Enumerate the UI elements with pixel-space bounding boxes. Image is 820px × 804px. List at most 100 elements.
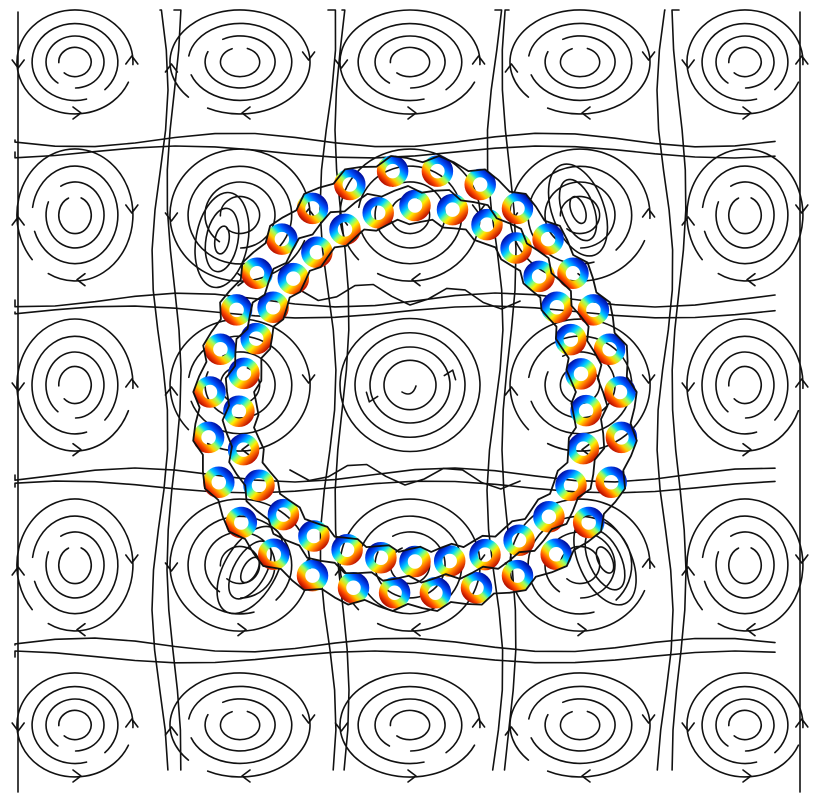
torus-ring: [421, 155, 454, 187]
torus-ring: [298, 520, 330, 552]
torus-ring: [192, 421, 225, 454]
ring-chain-outline: [192, 155, 638, 612]
streamline: [213, 225, 231, 255]
flow-arrow: [504, 63, 519, 73]
streamline: [715, 181, 775, 249]
chain-contour: [221, 185, 609, 584]
flow-arrow: [241, 442, 251, 457]
torus-ring: [501, 192, 534, 225]
streamline: [194, 191, 250, 289]
torus-ring: [228, 357, 260, 390]
streamline: [339, 498, 481, 632]
streamline: [558, 178, 598, 242]
flow-arrow: [641, 714, 656, 724]
streamline: [686, 9, 804, 115]
streamline: [595, 546, 615, 574]
flow-arrow: [407, 106, 417, 120]
torus-ring: [337, 571, 370, 604]
streamline: [169, 9, 311, 115]
flow-arrow: [411, 622, 421, 637]
streamline: [728, 197, 762, 235]
streamline: [701, 685, 789, 765]
flow-arrow: [76, 622, 86, 637]
flow-arrow: [164, 726, 179, 736]
vortex-cell-4-5: [681, 498, 809, 637]
torus-ring: [194, 376, 226, 408]
separatrix-vertical: [151, 9, 169, 771]
separatrix-horizontal: [14, 650, 776, 664]
flow-arrow: [641, 208, 656, 218]
flow-arrow: [577, 622, 587, 637]
streamline: [45, 181, 105, 249]
vortex-cell-5-5: [681, 672, 809, 783]
inner-flow-line: [289, 463, 521, 490]
vortex-cell-1-1: [11, 9, 139, 120]
streamline: [573, 514, 637, 606]
streamline: [219, 47, 261, 78]
streamline: [369, 346, 451, 424]
streamline: [374, 698, 446, 752]
streamline: [357, 22, 463, 102]
streamline: [58, 547, 92, 585]
vortex-cell-5-2: [164, 672, 316, 783]
flow-arrow: [72, 106, 82, 120]
vortex-cell-center: [339, 317, 481, 453]
flow-arrow: [125, 378, 139, 388]
streamline: [527, 165, 633, 265]
flow-arrow: [795, 718, 809, 728]
torus-ring: [399, 189, 431, 222]
separatrix-vertical: [671, 9, 687, 771]
flow-arrow: [681, 382, 695, 392]
streamline: [528, 22, 633, 102]
separatrix-vertical: [334, 9, 350, 771]
torus-ring: [570, 394, 602, 427]
streamline: [701, 335, 789, 435]
torus-ring: [533, 501, 565, 533]
separatrix-vertical: [166, 9, 182, 771]
streamline: [569, 195, 587, 225]
vortex-cell-1-2: [164, 9, 316, 120]
flow-arrow: [746, 622, 756, 637]
streamline: [727, 709, 762, 741]
torus-ring: [301, 236, 333, 268]
torus-ring: [460, 571, 493, 604]
streamline: [389, 709, 431, 741]
streamline: [219, 195, 261, 235]
torus-ring: [501, 559, 534, 592]
flow-arrow: [241, 106, 251, 120]
streamline: [686, 672, 804, 778]
flow-arrow: [72, 769, 82, 783]
torus-ring: [577, 294, 610, 326]
streamline: [58, 197, 92, 235]
flow-arrow: [641, 558, 656, 568]
torus-ring: [365, 542, 397, 574]
streamline: [204, 698, 276, 752]
torus-ring: [555, 469, 587, 501]
flow-arrow: [581, 106, 591, 120]
vortex-cell-3-5: [681, 318, 809, 457]
elongated-vortex: [547, 163, 609, 257]
flow-arrow: [681, 566, 695, 576]
streamline: [31, 515, 119, 615]
streamline: [686, 148, 804, 282]
streamline: [559, 195, 601, 235]
chain-contour: [253, 218, 577, 553]
streamline: [339, 317, 481, 453]
torus-ring: [329, 213, 361, 246]
flow-arrow: [164, 386, 179, 396]
streamline: [544, 35, 616, 89]
streamline: [45, 531, 105, 599]
torus-ring: [604, 376, 636, 408]
torus-ring: [555, 323, 587, 356]
torus-ring: [227, 433, 260, 466]
streamline: [204, 35, 276, 89]
torus-ring: [471, 208, 503, 241]
torus-ring: [225, 506, 258, 539]
streamline: [559, 710, 601, 741]
separatrix-horizontal: [14, 132, 776, 148]
flow-arrow: [795, 378, 809, 388]
elongated-vortex: [194, 191, 250, 289]
flow-arrow: [681, 722, 695, 732]
streamline: [686, 318, 804, 452]
separatrix-lines: [14, 9, 801, 793]
